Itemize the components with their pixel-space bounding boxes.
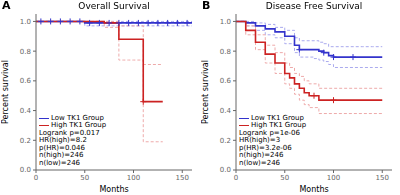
svg-text:100: 100 [127, 174, 140, 182]
svg-text:0.4: 0.4 [220, 107, 232, 115]
svg-text:1.0: 1.0 [220, 18, 231, 26]
html-text:Logrank p=1e-06: Logrank p=1e-06 [239, 128, 300, 137]
html-text:HR(high)=3: HR(high)=3 [239, 136, 281, 144]
html-text:n(high)=246: n(high)=246 [239, 151, 284, 159]
svg-text:1.0: 1.0 [20, 18, 31, 26]
html-text:p(HR)=0.046: p(HR)=0.046 [39, 143, 85, 152]
svg-text:150: 150 [176, 174, 189, 182]
svg-text:0.0: 0.0 [220, 166, 231, 174]
svg-text:0.2: 0.2 [20, 137, 31, 145]
svg-text:0.6: 0.6 [20, 77, 32, 85]
html-text:High TK1 Group: High TK1 Group [251, 121, 307, 129]
html-text:Months: Months [299, 185, 329, 194]
html-text:Months: Months [99, 185, 129, 194]
html-text:p(HR)=3.2e-06: p(HR)=3.2e-06 [239, 143, 292, 152]
html-text:A: A [2, 0, 11, 12]
html-text:Logrank p=0.017: Logrank p=0.017 [39, 128, 100, 137]
html-text:n(low)=246: n(low)=246 [39, 158, 81, 167]
svg-text:0: 0 [234, 174, 238, 182]
svg-text:50: 50 [280, 174, 289, 182]
html-text:Disease Free Survival: Disease Free Survival [265, 1, 363, 11]
svg-text:100: 100 [327, 174, 340, 182]
html-text:n(low)=246: n(low)=246 [239, 158, 281, 167]
svg-text:150: 150 [376, 174, 389, 182]
svg-text:0: 0 [34, 174, 38, 182]
svg-text:0.2: 0.2 [220, 137, 231, 145]
html-text:Low TK1 Group: Low TK1 Group [51, 113, 104, 122]
html-text:Percent survival: Percent survival [0, 60, 10, 124]
html-text:Overall Survival: Overall Survival [78, 1, 150, 11]
svg-text:0.4: 0.4 [20, 107, 32, 115]
svg-text:0.0: 0.0 [20, 166, 31, 174]
svg-text:0.6: 0.6 [220, 77, 232, 85]
html-text:High TK1 Group: High TK1 Group [51, 121, 107, 129]
svg-text:50: 50 [80, 174, 89, 182]
svg-text:0.8: 0.8 [220, 48, 231, 56]
html-text:HR(high)=8.2: HR(high)=8.2 [39, 136, 87, 144]
html-text:Percent survival: Percent survival [200, 60, 210, 124]
html-text:B: B [202, 0, 211, 12]
html-text:n(high)=246: n(high)=246 [39, 151, 84, 159]
html-text:Low TK1 Group: Low TK1 Group [251, 113, 304, 122]
svg-text:0.8: 0.8 [20, 48, 31, 56]
